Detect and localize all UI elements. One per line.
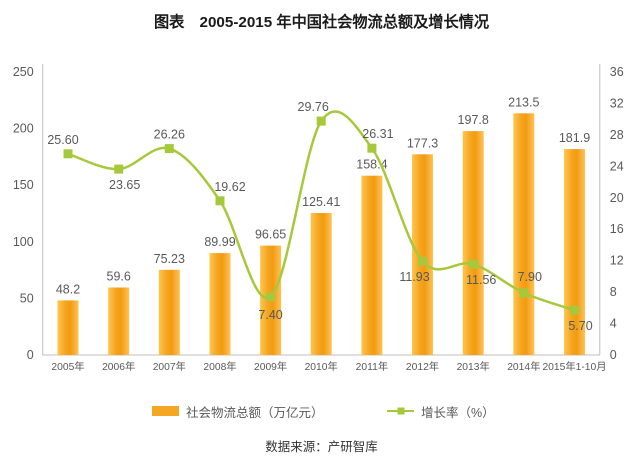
svg-text:75.23: 75.23 — [154, 252, 185, 266]
svg-text:8: 8 — [610, 285, 617, 299]
svg-text:100: 100 — [13, 235, 34, 249]
svg-text:2014年: 2014年 — [507, 360, 540, 373]
svg-text:36: 36 — [610, 65, 624, 79]
svg-text:181.9: 181.9 — [559, 131, 590, 145]
svg-text:12: 12 — [610, 254, 624, 268]
svg-text:0: 0 — [610, 348, 617, 362]
svg-text:11.93: 11.93 — [399, 270, 429, 284]
svg-text:26.26: 26.26 — [154, 128, 185, 142]
svg-text:0: 0 — [27, 348, 34, 362]
svg-text:96.65: 96.65 — [255, 228, 286, 242]
svg-text:23.65: 23.65 — [109, 178, 140, 192]
svg-text:250: 250 — [13, 65, 34, 79]
svg-text:200: 200 — [13, 122, 34, 136]
svg-text:125.41: 125.41 — [302, 195, 340, 209]
svg-text:2005年: 2005年 — [51, 360, 84, 373]
svg-text:16: 16 — [610, 222, 624, 236]
svg-text:28: 28 — [610, 128, 624, 142]
svg-text:2006年: 2006年 — [102, 360, 135, 373]
svg-text:11.56: 11.56 — [466, 273, 496, 287]
svg-text:25.60: 25.60 — [47, 133, 78, 147]
svg-text:150: 150 — [13, 178, 34, 192]
svg-text:2015年1-10月: 2015年1-10月 — [542, 360, 606, 373]
svg-text:24: 24 — [610, 159, 624, 173]
svg-text:32: 32 — [610, 96, 624, 110]
svg-text:2013年: 2013年 — [457, 360, 490, 373]
svg-text:50: 50 — [20, 291, 34, 305]
svg-text:4: 4 — [610, 317, 617, 331]
svg-text:2007年: 2007年 — [153, 360, 186, 373]
svg-text:2009年: 2009年 — [254, 360, 287, 373]
svg-text:177.3: 177.3 — [407, 136, 438, 150]
svg-text:2010年: 2010年 — [305, 360, 338, 373]
svg-text:213.5: 213.5 — [508, 95, 539, 109]
svg-text:48.2: 48.2 — [56, 282, 80, 296]
svg-text:19.62: 19.62 — [214, 180, 245, 194]
svg-text:59.6: 59.6 — [107, 270, 131, 284]
svg-text:2012年: 2012年 — [406, 360, 439, 373]
svg-text:2011年: 2011年 — [356, 360, 388, 373]
svg-text:20: 20 — [610, 191, 624, 205]
svg-text:26.31: 26.31 — [362, 127, 393, 141]
svg-text:197.8: 197.8 — [458, 113, 489, 127]
svg-text:5.70: 5.70 — [568, 319, 592, 333]
svg-text:7.40: 7.40 — [258, 308, 282, 322]
svg-text:7.90: 7.90 — [518, 270, 542, 284]
svg-text:89.99: 89.99 — [204, 235, 235, 249]
svg-text:2008年: 2008年 — [203, 360, 236, 373]
svg-text:29.76: 29.76 — [298, 100, 329, 114]
